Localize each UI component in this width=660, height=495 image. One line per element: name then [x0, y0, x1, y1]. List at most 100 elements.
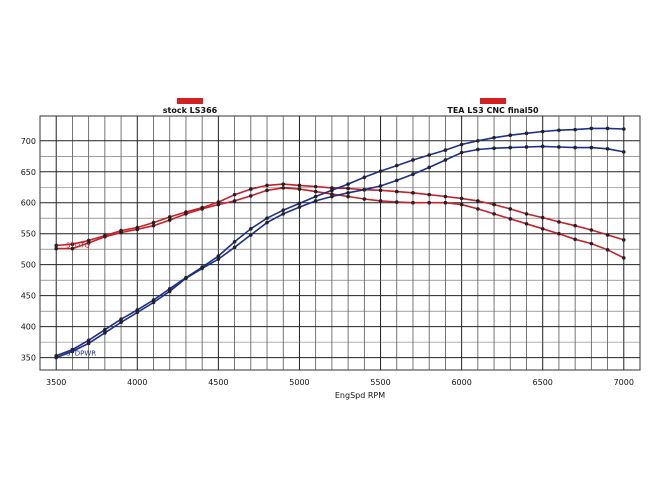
data-point [216, 257, 221, 261]
data-point [589, 241, 594, 246]
data-point [135, 225, 140, 230]
data-point [119, 228, 123, 233]
y-tick-label: 550 [21, 230, 36, 239]
data-point [167, 289, 172, 294]
x-tick-label: 5500 [370, 378, 390, 387]
data-point [249, 187, 253, 191]
data-point [297, 201, 302, 206]
legend-label: TEA LS3 CNC final50 [447, 106, 539, 115]
data-point [427, 153, 431, 157]
legend-label: stock LS366 [163, 106, 218, 115]
data-point [249, 226, 253, 231]
data-point [346, 194, 350, 199]
y-tick-label: 350 [21, 354, 36, 363]
data-point [557, 220, 561, 224]
y-tick-label: 400 [21, 323, 36, 332]
data-point [524, 145, 529, 149]
data-point [427, 192, 431, 197]
x-tick-label: 4500 [208, 378, 228, 387]
data-point [540, 215, 545, 220]
data-point [621, 256, 626, 260]
data-point [167, 218, 172, 222]
x-tick-label: 6500 [533, 378, 553, 387]
data-point [443, 158, 448, 162]
torque-trace-label: STDTQ [66, 241, 90, 249]
data-point [459, 202, 464, 207]
data-point [459, 196, 464, 201]
legend-swatch [177, 98, 203, 104]
y-tick-label: 700 [21, 137, 36, 146]
data-point [297, 183, 302, 188]
data-point [297, 205, 302, 209]
data-point [297, 187, 302, 191]
data-point [184, 276, 188, 281]
data-point [492, 202, 496, 207]
data-point [508, 145, 513, 150]
data-point [151, 223, 156, 228]
data-point [54, 246, 59, 251]
data-point [54, 243, 59, 248]
data-point [427, 200, 431, 205]
data-point [508, 133, 513, 138]
series-line-2 [56, 183, 625, 247]
data-point [103, 327, 107, 332]
data-point [540, 226, 545, 231]
x-tick-label: 5000 [289, 378, 309, 387]
data-point [232, 239, 237, 244]
data-point [184, 210, 188, 214]
data-point [232, 245, 237, 250]
y-tick-label: 650 [21, 168, 36, 177]
data-point [378, 199, 383, 203]
data-point [557, 128, 561, 133]
y-tick-label: 450 [21, 292, 36, 301]
data-point [362, 197, 367, 201]
data-point [54, 355, 59, 360]
data-point [557, 231, 561, 236]
data-point [621, 127, 626, 131]
series-line-4 [55, 145, 624, 359]
data-point [281, 186, 286, 190]
data-point [151, 220, 156, 225]
data-point [540, 129, 545, 134]
data-point [605, 233, 610, 237]
data-point [589, 126, 594, 131]
grid [40, 116, 640, 370]
data-point [427, 165, 431, 170]
data-point [346, 182, 350, 186]
data-point [330, 186, 334, 190]
data-point [394, 189, 399, 194]
data-point [216, 200, 221, 204]
tick-labels: 3500 4000 4500 5000 5500 6000 6500 7000 350 400 45… [21, 137, 634, 387]
data-point [524, 221, 529, 226]
data-point [346, 186, 350, 191]
data-point [70, 349, 75, 354]
data-point [151, 300, 156, 305]
data-point [86, 338, 91, 343]
data-point [394, 178, 399, 183]
data-point [394, 200, 399, 204]
data-point [70, 242, 75, 247]
legend: stock LS366 TEA LS3 CNC final50 [163, 98, 539, 115]
data-point [103, 233, 107, 238]
power-trace-label: STDPWR [66, 350, 96, 358]
data-point [459, 142, 464, 147]
data-point [605, 147, 610, 151]
data-point [70, 246, 75, 251]
data-point [265, 183, 269, 188]
data-point [86, 238, 91, 243]
data-point [200, 205, 204, 210]
data-point [476, 147, 480, 152]
data-point [378, 169, 383, 173]
data-point [508, 207, 513, 211]
data-point [346, 191, 350, 195]
data-point [119, 320, 123, 325]
data-point [313, 189, 318, 194]
data-point [265, 216, 269, 221]
data-point [573, 127, 577, 132]
data-point [573, 223, 577, 228]
data-point [281, 212, 286, 216]
data-point [557, 145, 561, 149]
data-point [135, 310, 140, 315]
data-point [621, 238, 626, 242]
